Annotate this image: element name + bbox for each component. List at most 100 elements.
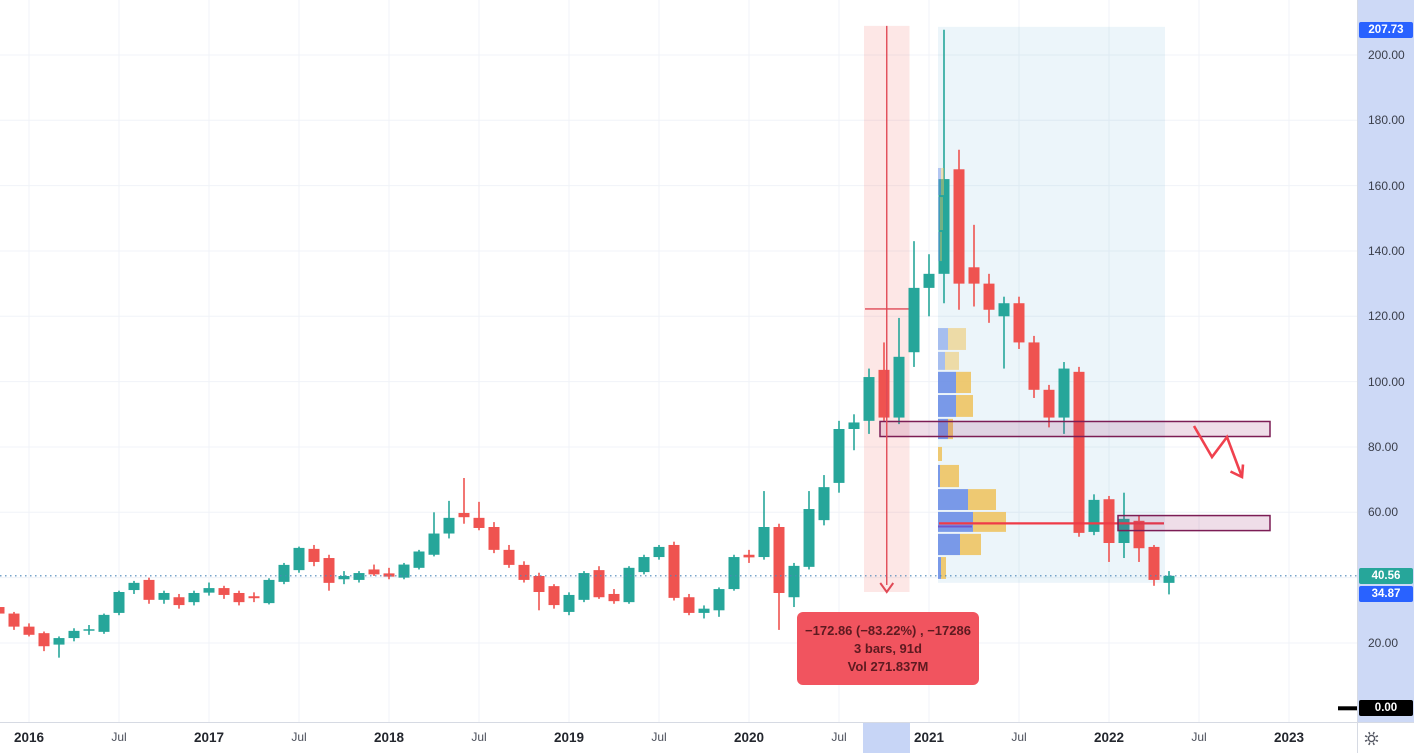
candle-body	[278, 564, 290, 582]
candle-body	[488, 526, 500, 550]
volume-profile-down-bar	[948, 328, 966, 350]
time-tick-label: Jul	[651, 730, 667, 744]
candle-body	[713, 589, 725, 611]
candle-body	[848, 422, 860, 429]
volume-profile-up-bar	[938, 464, 940, 488]
candle-body	[128, 582, 140, 591]
candle-body	[473, 517, 485, 528]
candle-body	[653, 546, 665, 558]
candle-body	[248, 596, 260, 599]
price-axis[interactable]: 200.00 180.00 160.00 140.00 120.00 100.00 80.0…	[1357, 0, 1414, 722]
candle-body	[218, 588, 230, 595]
time-tick-label: Jul	[1011, 730, 1027, 744]
time-tick-label: Jul	[111, 730, 127, 744]
candle-body	[23, 626, 35, 635]
zero-level-marker	[1338, 706, 1357, 711]
candle-body	[578, 573, 590, 600]
zigzag-arrow[interactable]	[1192, 425, 1244, 478]
candle-body	[968, 267, 980, 284]
price-tick-label: 60.00	[1368, 505, 1399, 520]
volume-profile-up-bar	[938, 328, 948, 350]
volume-profile-down-bar	[956, 371, 971, 394]
candle-body	[1043, 389, 1055, 418]
candle-body	[53, 638, 65, 645]
candle-body	[518, 564, 530, 580]
price-tick-label: 80.00	[1368, 439, 1399, 454]
time-tick-label: 2021	[913, 730, 945, 745]
volume-profile-up-bar	[938, 232, 940, 262]
candle-body	[743, 554, 755, 558]
candle-body	[668, 544, 680, 598]
candle-body	[1058, 368, 1070, 418]
time-tick-label: 2019	[553, 730, 585, 745]
volume-profile-up-bar	[938, 167, 941, 196]
price-tick-label: 200.00	[1368, 47, 1405, 62]
candle-body	[293, 547, 305, 571]
candle-body	[983, 283, 995, 310]
candle-body	[458, 512, 470, 518]
candle-body	[908, 287, 920, 353]
price-badge: 34.87	[1359, 586, 1413, 603]
candle-body	[98, 614, 110, 632]
zigzag-arrowhead-icon	[1229, 464, 1245, 479]
volume-profile-up-bar	[938, 489, 968, 510]
price-badge: 207.73	[1359, 21, 1413, 38]
time-tick-label: 2023	[1273, 730, 1305, 745]
chart-canvas[interactable]	[0, 0, 1357, 722]
volume-profile-down-bar	[956, 395, 973, 417]
candle-body	[503, 549, 515, 565]
volume-profile-up-bar	[938, 197, 940, 231]
time-tick-label: 2022	[1093, 730, 1125, 745]
supply-zone-rectangle[interactable]	[879, 420, 1271, 438]
volume-profile-up-bar	[938, 395, 956, 417]
candle-body	[413, 551, 425, 568]
candle-body	[728, 557, 740, 590]
candle-body	[698, 608, 710, 613]
candle-body	[1148, 546, 1160, 580]
candle-body	[188, 592, 200, 603]
candle-body	[953, 169, 965, 284]
candle-body	[563, 594, 575, 612]
candle-body	[8, 613, 20, 627]
time-tick-label: 2020	[733, 730, 765, 745]
price-badge: 0.00	[1359, 700, 1413, 717]
candle-body	[263, 579, 275, 604]
volume-profile-up-bar	[938, 533, 960, 556]
candle-body	[38, 633, 50, 647]
candle-body	[1073, 371, 1085, 533]
time-tick-label: Jul	[1191, 730, 1207, 744]
price-scale-settings-button[interactable]	[1360, 727, 1382, 749]
candle-body	[758, 526, 770, 558]
price-tick-label: 140.00	[1368, 243, 1405, 258]
price-tick-label: 100.00	[1368, 374, 1405, 389]
time-tick-label: Jul	[291, 730, 307, 744]
candle-body	[593, 570, 605, 598]
candle-body	[818, 487, 830, 521]
volume-profile-up-bar	[938, 371, 956, 394]
time-tick-label: 2017	[193, 730, 225, 745]
candle-body	[683, 597, 695, 613]
measure-tooltip-bars: 3 bars, 91d	[854, 641, 922, 656]
candle-body	[803, 509, 815, 567]
volume-profile-down-bar	[941, 557, 946, 579]
candle-body	[548, 586, 560, 606]
time-axis[interactable]: 2016 Jul 2017 Jul 2018 Jul 2019 Jul 2020 Jul 2021 J…	[0, 722, 1357, 753]
candle-body	[353, 573, 365, 580]
volume-profile-down-bar	[945, 351, 959, 370]
candle-body	[788, 565, 800, 598]
candle-body	[368, 569, 380, 575]
candle-body	[1013, 303, 1025, 343]
volume-profile-down-bar	[948, 418, 953, 440]
supply-zone-rectangle[interactable]	[1117, 514, 1271, 532]
candle-body	[443, 517, 455, 534]
time-tick-label: Jul	[831, 730, 847, 744]
volume-profile-down-bar	[940, 464, 959, 488]
candle-body	[83, 629, 95, 631]
time-tick-label: 2018	[373, 730, 405, 745]
price-tick-label: 160.00	[1368, 178, 1405, 193]
volume-profile-down-bar	[941, 167, 944, 196]
axis-corner	[1357, 722, 1414, 753]
time-tick-label: Jul	[471, 730, 487, 744]
candle-body	[1163, 575, 1175, 583]
